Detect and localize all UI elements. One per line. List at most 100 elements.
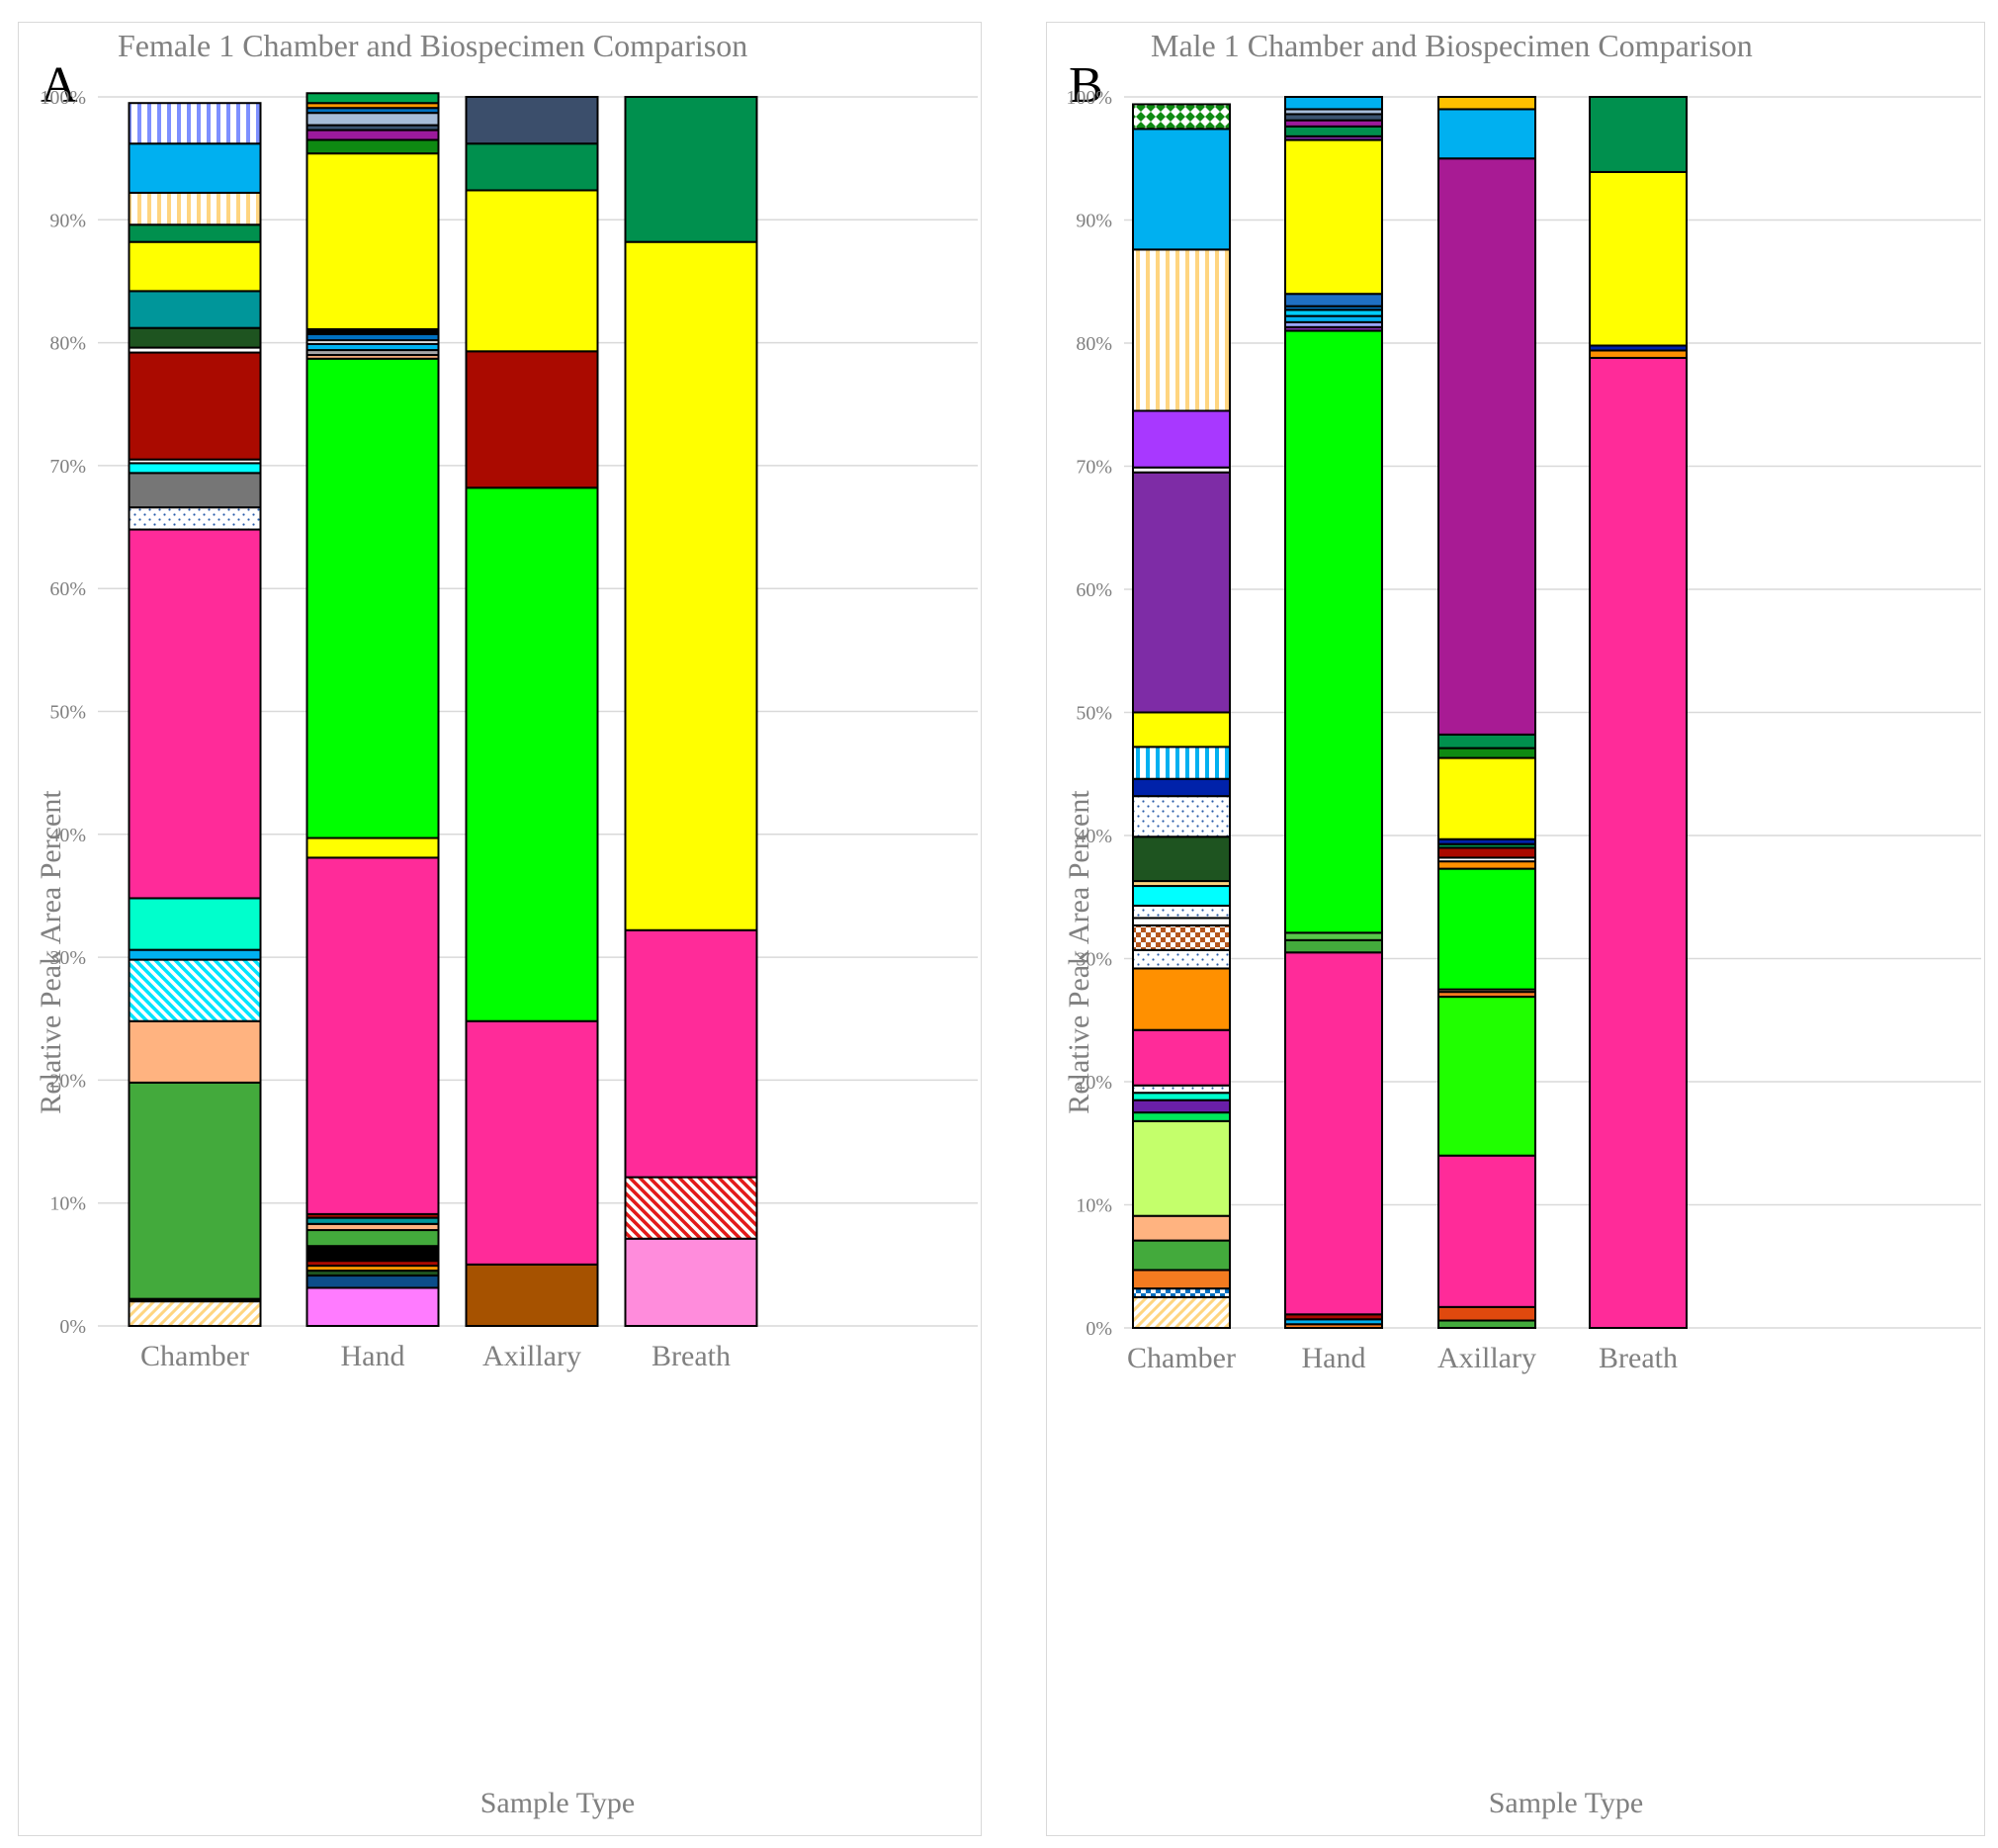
bar-segment bbox=[128, 191, 262, 226]
y-tick-label: 70% bbox=[49, 456, 86, 478]
bar-segment bbox=[1437, 867, 1536, 991]
bar-segment bbox=[1589, 96, 1688, 173]
bar-segment bbox=[128, 290, 262, 329]
bar-segment bbox=[305, 129, 440, 141]
y-tick-label: 0% bbox=[59, 1316, 86, 1338]
bar-segment bbox=[1437, 157, 1536, 736]
bar-segment bbox=[1132, 1214, 1231, 1242]
stacked-bar-axillary bbox=[465, 96, 599, 1327]
bar-segment bbox=[1132, 1092, 1231, 1101]
bar-segment bbox=[305, 1245, 440, 1263]
x-tick-label: Axillary bbox=[1437, 1342, 1536, 1374]
bar-segment bbox=[128, 326, 262, 349]
bars-a bbox=[128, 92, 758, 1328]
bar-segment bbox=[624, 928, 758, 1179]
bar-segment bbox=[1132, 777, 1231, 798]
x-tick-labels-b: Chamber Hand Axillary Breath bbox=[1127, 1342, 1678, 1374]
bar-segment bbox=[1284, 329, 1383, 934]
bar-segment bbox=[1132, 248, 1231, 412]
bar-segment bbox=[624, 1176, 758, 1240]
bar-segment bbox=[305, 856, 440, 1215]
x-tick-label: Hand bbox=[1302, 1342, 1366, 1374]
bar-segment bbox=[1437, 108, 1536, 160]
bar-segment bbox=[465, 486, 599, 1022]
bar-segment bbox=[305, 836, 440, 859]
y-tick-label: 50% bbox=[1076, 703, 1112, 725]
bar-segment bbox=[1132, 1269, 1231, 1290]
bar-segment bbox=[1132, 836, 1231, 883]
bar-segment bbox=[1132, 409, 1231, 469]
bar-segment bbox=[1437, 733, 1536, 749]
stacked-bar-chamber bbox=[128, 102, 262, 1328]
y-tick-label: 90% bbox=[1076, 211, 1112, 232]
bar-segment bbox=[1284, 125, 1383, 137]
bar-segment bbox=[1437, 996, 1536, 1157]
y-tick-label: 30% bbox=[49, 947, 86, 969]
bar-segment bbox=[128, 897, 262, 951]
bar-segment bbox=[465, 350, 599, 489]
bar-segment bbox=[305, 152, 440, 330]
bar-segment bbox=[305, 1275, 440, 1289]
stacked-bar-breath bbox=[624, 96, 758, 1327]
y-axis-label-a: Relative Peak Area Percent bbox=[35, 790, 67, 1114]
bar-segment bbox=[305, 1286, 440, 1328]
bar-segment bbox=[1132, 904, 1231, 920]
bar-segment bbox=[1132, 1239, 1231, 1272]
y-tick-labels-b: 0% 10% 20% 30% 40% 50% 60% 70% 80% 90% 100% bbox=[1066, 87, 1112, 1340]
bar-segment bbox=[1132, 795, 1231, 838]
bar-segment bbox=[1132, 1287, 1231, 1298]
bar-segment bbox=[465, 189, 599, 353]
x-axis-label-a: Sample Type bbox=[480, 1787, 636, 1819]
bar-segment bbox=[1589, 349, 1688, 359]
y-tick-label: 50% bbox=[49, 702, 86, 724]
x-tick-label: Hand bbox=[341, 1340, 405, 1372]
bar-segment bbox=[128, 506, 262, 531]
chart-a: A Female 1 Chamber and Biospecimen Compa… bbox=[35, 28, 978, 1819]
bar-segment bbox=[1132, 924, 1231, 951]
bar-segment bbox=[128, 462, 262, 475]
bar-segment bbox=[1589, 170, 1688, 347]
bar-segment bbox=[1284, 138, 1383, 296]
bar-segment bbox=[1132, 711, 1231, 748]
panel-b-male: B Male 1 Chamber and Biospecimen Compari… bbox=[1046, 22, 1985, 1836]
y-tick-label: 40% bbox=[1076, 826, 1112, 847]
y-tick-label: 80% bbox=[49, 333, 86, 355]
panel-a-female: A Female 1 Chamber and Biospecimen Compa… bbox=[18, 22, 982, 1836]
bar-segment bbox=[1284, 938, 1383, 954]
gridlines-b bbox=[1124, 96, 1981, 1329]
bar-segment bbox=[1132, 1119, 1231, 1217]
bar-segment bbox=[465, 1263, 599, 1327]
panel-letter-b: B bbox=[1069, 57, 1103, 114]
bar-segment bbox=[305, 92, 440, 105]
bar-segment bbox=[1437, 96, 1536, 111]
bar-segment bbox=[465, 142, 599, 192]
bar-segment bbox=[305, 138, 440, 155]
y-tick-label: 30% bbox=[1076, 949, 1112, 971]
bar-segment bbox=[305, 112, 440, 127]
y-tick-label: 90% bbox=[49, 210, 86, 231]
y-tick-label: 20% bbox=[1076, 1072, 1112, 1094]
stacked-bar-hand bbox=[305, 92, 440, 1328]
bar-segment bbox=[128, 948, 262, 961]
bar-segment bbox=[1437, 860, 1536, 870]
y-tick-label: 60% bbox=[49, 578, 86, 600]
stacked-bar-chamber bbox=[1132, 103, 1231, 1329]
x-axis-label-b: Sample Type bbox=[1489, 1787, 1644, 1819]
x-tick-label: Chamber bbox=[1127, 1342, 1236, 1374]
bar-segment bbox=[128, 958, 262, 1022]
y-axis-label-b: Relative Peak Area Percent bbox=[1063, 790, 1095, 1114]
bar-segment bbox=[128, 528, 262, 900]
bar-segment bbox=[1437, 1305, 1536, 1322]
bar-segment bbox=[305, 1229, 440, 1248]
x-tick-label: Breath bbox=[652, 1340, 731, 1372]
bar-segment bbox=[128, 102, 262, 145]
bar-segment bbox=[128, 1300, 262, 1328]
bar-segment bbox=[624, 1237, 758, 1327]
y-tick-label: 10% bbox=[49, 1193, 86, 1215]
bar-segment bbox=[1437, 756, 1536, 840]
bar-segment bbox=[465, 1019, 599, 1266]
y-tick-label: 100% bbox=[40, 87, 86, 109]
bar-segment bbox=[1284, 931, 1383, 941]
y-tick-label: 80% bbox=[1076, 333, 1112, 355]
bar-segment bbox=[1437, 846, 1536, 859]
